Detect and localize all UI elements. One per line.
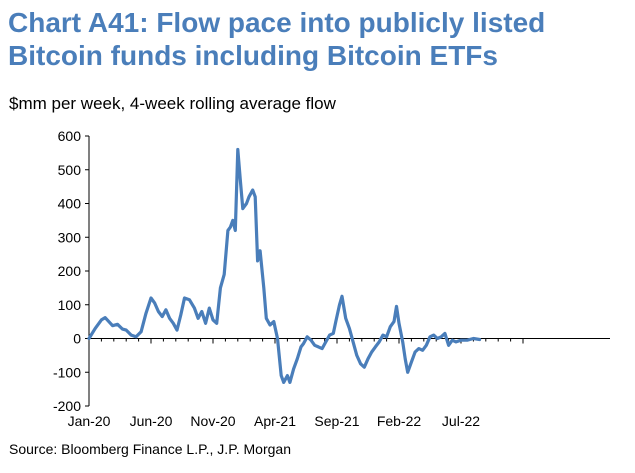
chart-title-line-2: Bitcoin funds including Bitcoin ETFs (8, 40, 498, 71)
chart-title: Chart A41: Flow pace into publicly liste… (8, 6, 628, 72)
y-tick-label: 500 (58, 162, 82, 178)
y-tick-label: 100 (58, 297, 82, 313)
x-tick-label: Nov-20 (190, 413, 235, 429)
y-tick-label: 0 (73, 331, 81, 347)
y-tick-label: 300 (58, 229, 82, 245)
series-layer (87, 147, 482, 384)
x-tick-label: Feb-22 (377, 413, 422, 429)
chart-source: Source: Bloomberg Finance L.P., J.P. Mor… (9, 441, 291, 457)
chart-subtitle: $mm per week, 4-week rolling average flo… (9, 94, 336, 113)
y-tick-label: -200 (53, 398, 81, 414)
y-tick-label: 200 (58, 263, 82, 279)
y-tick-label: 600 (58, 128, 82, 144)
y-axis: -200 -100 0 100 200 300 400 500 600 (53, 128, 90, 414)
x-axis: Jan-20 Jun-20 Nov-20 Apr-21 Sep-21 Feb-22 Jul-… (68, 338, 610, 429)
chart-title-line-1: Chart A41: Flow pace into publicly liste… (8, 7, 546, 38)
x-tick-label: Sep-21 (314, 413, 359, 429)
y-tick-label: 400 (58, 196, 82, 212)
y-tick-label: -100 (53, 364, 81, 380)
x-tick-label: Apr-21 (254, 413, 296, 429)
series-line-flow (87, 147, 482, 384)
x-tick-label: Jan-20 (68, 413, 111, 429)
x-tick-label: Jul-22 (442, 413, 480, 429)
x-tick-label: Jun-20 (130, 413, 173, 429)
